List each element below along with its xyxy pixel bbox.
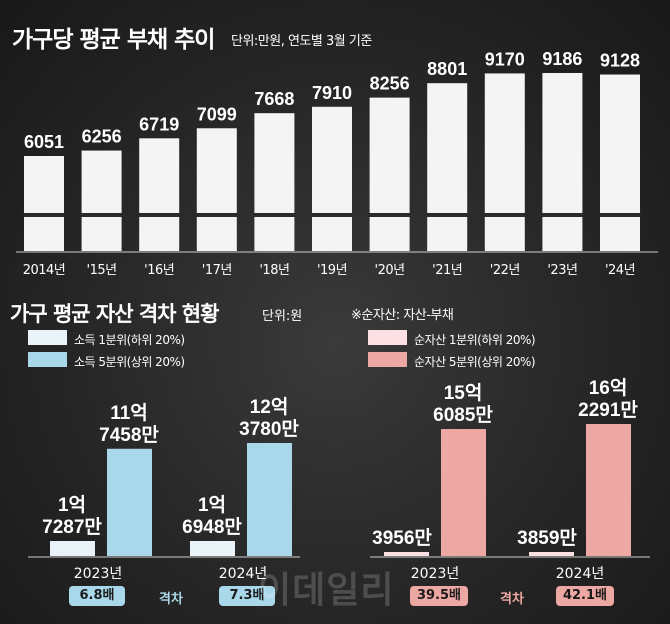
income-high-label-top: 12억 — [250, 396, 289, 418]
debt-value-label: 8256 — [370, 74, 410, 94]
debt-bar — [254, 113, 295, 251]
debt-value-label: 7099 — [197, 104, 237, 124]
ratio-badge-net-2023: 39.5배 — [410, 586, 468, 606]
net-high-bar — [586, 424, 631, 556]
net-high-label-bottom: 2291만 — [578, 399, 638, 421]
debt-year-label: 2014년 — [23, 263, 66, 278]
debt-year-label: '17년 — [202, 263, 232, 278]
asset-chart-title: 가구 평균 자산 격차 현황 — [10, 302, 219, 326]
income-high-label-bottom: 3780만 — [239, 418, 299, 440]
watermark-logo: 이데일리 — [258, 570, 395, 611]
debt-year-label: '20년 — [375, 263, 405, 278]
net-low-label-bottom: 3859만 — [517, 527, 577, 549]
income-low-label-top: 1억 — [198, 494, 226, 516]
axis-break-gap — [253, 213, 296, 217]
debt-bar — [24, 156, 64, 251]
debt-bar — [600, 74, 640, 251]
legend-label-net-low: 순자산 1분위(하위 20%) — [414, 333, 536, 347]
debt-value-label: 6256 — [82, 127, 122, 147]
net-year-label: 2023년 — [411, 566, 460, 582]
axis-break-gap — [80, 213, 123, 217]
debt-year-label: '16년 — [144, 263, 174, 278]
legend-swatch-income-high — [28, 352, 67, 367]
axis-break-gap — [426, 213, 469, 217]
income-low-label-bottom: 6948만 — [182, 516, 242, 538]
debt-chart-unit: 단위:만원, 연도별 3월 기준 — [231, 34, 372, 49]
legend-label-income-low: 소득 1분위(하위 20%) — [74, 333, 185, 347]
ratio-badge-income-2023: 6.8배 — [69, 586, 125, 606]
net-asset-note: ※순자산: 자산-부채 — [351, 308, 454, 323]
axis-break-gap — [483, 213, 526, 217]
net-high-label-top: 15억 — [444, 382, 483, 404]
debt-value-label: 6719 — [139, 114, 179, 134]
debt-year-label: '15년 — [87, 263, 117, 278]
ratio-badge-net-2024: 42.1배 — [556, 586, 614, 606]
legend-swatch-income-low — [28, 330, 67, 345]
debt-bar — [81, 150, 122, 251]
axis-break-gap — [195, 213, 238, 217]
debt-value-label: 9170 — [485, 49, 525, 69]
debt-year-label: '24년 — [605, 263, 635, 278]
net-high-label-top: 16억 — [589, 377, 628, 399]
asset-chart-unit: 단위:원 — [262, 309, 303, 324]
debt-year-label: '22년 — [490, 263, 520, 278]
axis-break-gap — [599, 213, 641, 217]
income-low-label-bottom: 7287만 — [42, 516, 102, 538]
debt-value-label: 8801 — [427, 59, 467, 79]
debt-value-label: 6051 — [24, 132, 64, 152]
axis-break-gap — [311, 213, 353, 217]
debt-value-label: 7668 — [254, 89, 294, 109]
legend-label-net-high: 순자산 5분위(상위 20%) — [414, 355, 536, 369]
income-high-bar — [247, 443, 292, 556]
debt-year-label: '18년 — [259, 263, 289, 278]
income-high-label-bottom: 7458만 — [99, 424, 159, 446]
debt-value-label: 7910 — [312, 83, 352, 103]
ratio-badge-income-2024: 7.3배 — [219, 586, 275, 606]
debt-bar — [139, 138, 180, 251]
debt-year-label: '23년 — [547, 263, 577, 278]
axis-break-gap — [541, 213, 584, 217]
net-year-label: 2024년 — [556, 566, 605, 582]
gap-label-net: 격차 — [500, 592, 524, 607]
debt-bar — [542, 73, 583, 251]
debt-bar — [312, 106, 352, 251]
legend-label-income-high: 소득 5분위(상위 20%) — [74, 355, 185, 369]
income-high-label-top: 11억 — [110, 402, 148, 424]
legend-swatch-net-high — [368, 352, 407, 367]
gap-label-income: 격차 — [159, 592, 183, 607]
debt-bar — [484, 73, 525, 251]
net-low-bar — [384, 552, 429, 556]
net-low-bar — [529, 552, 574, 556]
income-low-bar — [50, 541, 95, 556]
net-high-label-bottom: 6085만 — [433, 404, 493, 426]
income-low-label-top: 1억 — [58, 494, 86, 516]
debt-chart-title: 가구당 평균 부채 추이 — [12, 27, 215, 53]
net-high-bar — [441, 429, 486, 556]
debt-bar — [369, 97, 410, 251]
income-high-bar — [107, 448, 152, 556]
axis-break-gap — [368, 213, 411, 217]
income-year-label: 2023년 — [74, 566, 123, 582]
income-low-bar — [190, 541, 235, 556]
debt-bar — [196, 128, 237, 251]
debt-year-label: '21년 — [432, 263, 462, 278]
debt-bar — [427, 83, 468, 251]
net-low-label-bottom: 3956만 — [372, 527, 432, 549]
income-year-label: 2024년 — [219, 566, 268, 582]
debt-value-label: 9186 — [542, 49, 582, 69]
axis-break-gap — [138, 213, 181, 217]
debt-value-label: 9128 — [600, 51, 640, 71]
debt-year-label: '19년 — [317, 263, 347, 278]
axis-break-gap — [23, 213, 65, 217]
legend-swatch-net-low — [368, 330, 407, 345]
